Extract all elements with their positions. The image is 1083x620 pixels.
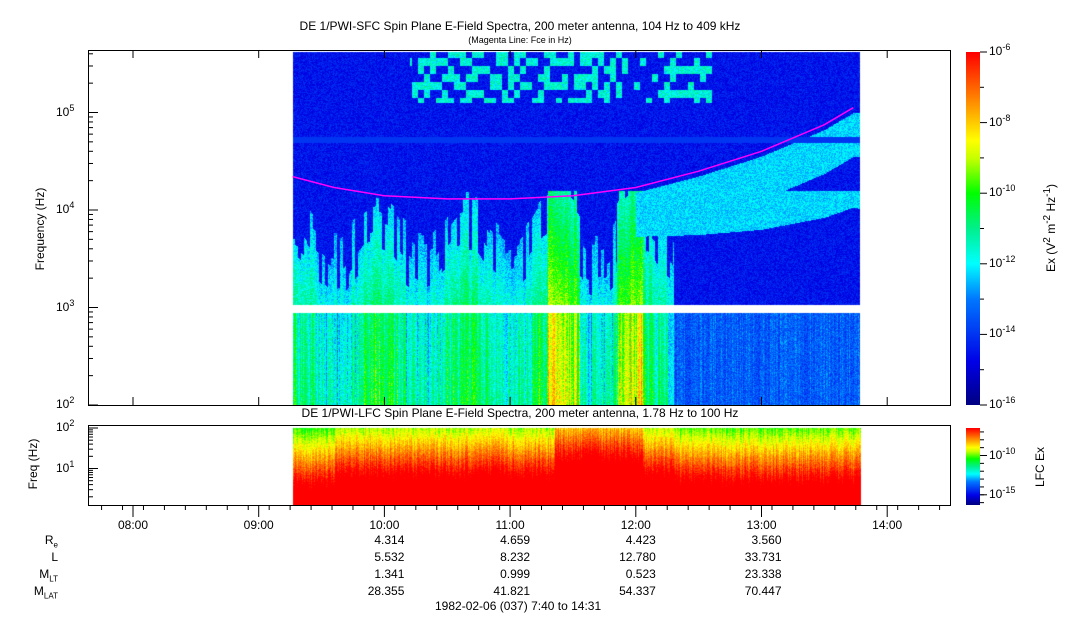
ephemeris-value: 0.999 — [500, 567, 531, 581]
date-range: 1982-02-06 (037) 7:40 to 14:31 — [435, 599, 602, 613]
xtick-label: 12:00 — [620, 518, 651, 532]
xtick-label: 09:00 — [243, 518, 274, 532]
bottom-ytick-label: 101 — [56, 458, 75, 475]
ephemeris-value: 54.337 — [619, 584, 656, 598]
top-panel-subtitle: (Magenta Line: Fce in Hz) — [468, 35, 572, 45]
colorbar-tick-label: 10-14 — [989, 324, 1016, 341]
xtick-label: 08:00 — [117, 518, 149, 532]
xtick-label: 13:00 — [746, 518, 777, 532]
bottom-spectrogram-image — [88, 425, 950, 505]
ephemeris-value: 8.232 — [500, 550, 531, 564]
top-plot-frame — [88, 50, 951, 406]
ephemeris-value: 1.341 — [374, 567, 405, 581]
bottom-colorbar-label: LFC Ex — [1033, 447, 1047, 488]
top-spectrogram-image — [88, 50, 950, 405]
colorbar-tick-label: 10-16 — [989, 395, 1016, 411]
colorbar-tick-label: 10-10 — [989, 183, 1016, 200]
ephemeris-value: 3.560 — [751, 533, 782, 547]
ephemeris-value: 41.821 — [493, 584, 531, 598]
bottom-panel-title: DE 1/PWI-LFC Spin Plane E-Field Spectra,… — [301, 406, 739, 420]
ephemeris-value: 33.731 — [744, 550, 782, 564]
top-ytick-label: 102 — [56, 395, 75, 411]
bottom-ylabel: Freq (Hz) — [26, 438, 40, 490]
ephemeris-label: MLAT — [33, 584, 58, 601]
top-colorbar-label: Ex (V2 m-2 Hz-1) — [1042, 183, 1058, 273]
ephemeris-value: 4.314 — [374, 533, 405, 547]
ephemeris-value: 4.423 — [625, 533, 656, 547]
ephemeris-value: 0.523 — [625, 567, 656, 581]
xtick-label: 14:00 — [872, 518, 903, 532]
xtick-label: 10:00 — [369, 518, 400, 532]
bottom-ytick-label: 102 — [56, 418, 75, 434]
top-ytick-label: 104 — [56, 200, 75, 216]
bottom-colorbar — [966, 428, 980, 505]
lfc-colorbar-tick-label: 10-10 — [989, 445, 1016, 462]
ephemeris-value: 70.447 — [744, 584, 782, 598]
ephemeris-value: 12.780 — [619, 550, 656, 564]
bottom-plot-frame — [88, 425, 951, 506]
colorbar-tick-label: 10-8 — [989, 112, 1011, 129]
top-colorbar — [966, 52, 980, 405]
top-ylabel: Frequency (Hz) — [33, 187, 47, 271]
xtick-label: 11:00 — [495, 518, 525, 532]
ephemeris-value: 5.532 — [374, 550, 405, 564]
ephemeris-label: MLT — [39, 567, 58, 584]
top-panel-title: DE 1/PWI-SFC Spin Plane E-Field Spectra,… — [299, 19, 741, 33]
ephemeris-label: Re — [44, 533, 58, 550]
ephemeris-value: 4.659 — [500, 533, 531, 547]
top-ytick-label: 103 — [56, 297, 75, 314]
ephemeris-value: 28.355 — [367, 584, 405, 598]
fce-line — [292, 107, 854, 200]
colorbar-tick-label: 10-6 — [989, 42, 1011, 58]
lfc-colorbar-tick-label: 10-15 — [989, 484, 1016, 501]
ephemeris-label: L — [51, 550, 58, 564]
ephemeris-value: 23.338 — [744, 567, 782, 581]
colorbar-tick-label: 10-12 — [989, 253, 1016, 270]
top-ytick-label: 105 — [56, 102, 75, 119]
